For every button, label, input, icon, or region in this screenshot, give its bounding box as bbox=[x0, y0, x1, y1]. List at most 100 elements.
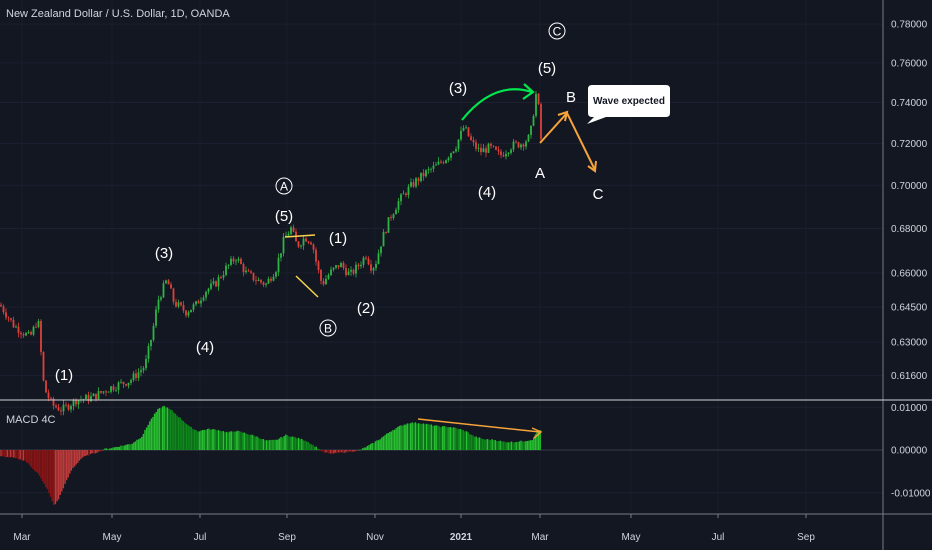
price-candle bbox=[510, 148, 512, 155]
macd-bar bbox=[185, 424, 188, 451]
price-candle bbox=[17, 322, 20, 338]
price-candle bbox=[172, 287, 175, 305]
macd-bar bbox=[283, 436, 285, 451]
macd-bar bbox=[361, 448, 364, 451]
macd-bar bbox=[334, 450, 337, 453]
macd-bar bbox=[350, 450, 353, 452]
x-tick-label: Sep bbox=[278, 532, 296, 543]
macd-bar bbox=[392, 430, 394, 451]
macd-bar bbox=[256, 436, 258, 451]
price-candle bbox=[232, 256, 235, 264]
macd-bar bbox=[245, 433, 247, 451]
macd-bar bbox=[165, 407, 167, 451]
price-candle bbox=[352, 268, 355, 276]
macd-bar bbox=[155, 412, 157, 451]
macd-bar bbox=[149, 421, 151, 451]
price-candle bbox=[130, 378, 132, 386]
macd-bar bbox=[464, 431, 466, 451]
price-candle bbox=[37, 318, 40, 329]
macd-bar bbox=[25, 450, 28, 463]
price-candle bbox=[442, 160, 445, 165]
x-tick-label: Mar bbox=[531, 532, 549, 543]
price-candle bbox=[402, 190, 405, 195]
macd-bar bbox=[515, 441, 517, 451]
macd-bar bbox=[203, 429, 205, 451]
macd-bar bbox=[337, 450, 340, 453]
macd-y-tick-label: 0.00000 bbox=[891, 446, 928, 457]
macd-bar bbox=[123, 445, 125, 451]
macd-bar bbox=[440, 427, 442, 451]
macd-bar bbox=[384, 435, 386, 451]
price-candle bbox=[327, 273, 330, 280]
wave-label-c: C bbox=[593, 186, 604, 203]
macd-bar bbox=[529, 440, 532, 451]
price-candle bbox=[525, 139, 527, 150]
price-candle bbox=[262, 281, 265, 288]
macd-bar bbox=[128, 444, 130, 451]
x-tick-label: May bbox=[622, 532, 641, 543]
macd-bar bbox=[227, 432, 229, 451]
macd-bar bbox=[70, 450, 73, 471]
macd-bar bbox=[438, 426, 441, 451]
price-candle bbox=[432, 161, 435, 173]
price-candle bbox=[77, 399, 80, 409]
macd-bar bbox=[326, 450, 329, 453]
macd-bar bbox=[14, 450, 17, 459]
macd-bar bbox=[6, 450, 9, 457]
macd-bar bbox=[222, 431, 225, 451]
macd-bar bbox=[174, 413, 177, 451]
price-candle bbox=[310, 241, 312, 245]
price-candle bbox=[67, 403, 70, 412]
price-candle bbox=[427, 166, 430, 174]
price-candle bbox=[205, 290, 207, 301]
macd-bar bbox=[32, 450, 34, 470]
price-y-tick-label: 0.66000 bbox=[891, 268, 928, 279]
price-candle bbox=[142, 365, 145, 374]
macd-bar bbox=[125, 444, 127, 451]
price-candle bbox=[182, 300, 185, 314]
macd-bar bbox=[144, 429, 146, 451]
macd-bar bbox=[305, 441, 308, 451]
orange-arrow-head bbox=[531, 427, 543, 439]
macd-bar bbox=[115, 446, 117, 451]
macd-bar bbox=[158, 408, 161, 451]
macd-bar bbox=[251, 434, 253, 451]
macd-bar bbox=[136, 439, 138, 451]
macd-bar bbox=[317, 448, 319, 451]
circle-c-marker bbox=[548, 22, 566, 40]
macd-bar bbox=[376, 440, 378, 451]
price-candle bbox=[40, 319, 42, 356]
price-candle bbox=[407, 184, 410, 199]
macd-bar bbox=[1, 450, 4, 457]
macd-bar bbox=[225, 431, 228, 451]
macd-bar bbox=[369, 443, 372, 451]
wave-label-4: (4) bbox=[196, 339, 214, 356]
price-candle bbox=[127, 382, 130, 389]
macd-y-tick-label: -0.01000 bbox=[891, 488, 931, 499]
macd-bar bbox=[285, 434, 287, 451]
macd-bar bbox=[198, 431, 201, 451]
orange-arrow-head bbox=[557, 110, 569, 122]
macd-bar bbox=[0, 450, 2, 457]
macd-bar bbox=[153, 413, 156, 451]
macd-bar bbox=[385, 433, 388, 451]
macd-bar bbox=[534, 434, 537, 451]
price-candle bbox=[522, 143, 525, 151]
macd-bar bbox=[333, 450, 335, 454]
macd-bar bbox=[531, 440, 533, 451]
price-candle bbox=[132, 371, 135, 382]
price-candle bbox=[265, 282, 267, 288]
macd-bar bbox=[489, 440, 492, 451]
macd-bar bbox=[470, 434, 473, 451]
macd-bar bbox=[241, 432, 244, 451]
macd-bar bbox=[238, 431, 241, 451]
macd-bar bbox=[48, 450, 50, 494]
macd-bar bbox=[121, 445, 124, 451]
macd-bar bbox=[277, 439, 279, 451]
wave-label-a: A bbox=[535, 165, 545, 182]
macd-bar bbox=[302, 440, 305, 451]
macd-bar bbox=[91, 450, 93, 454]
price-candle bbox=[382, 229, 385, 247]
macd-bar bbox=[104, 448, 106, 451]
